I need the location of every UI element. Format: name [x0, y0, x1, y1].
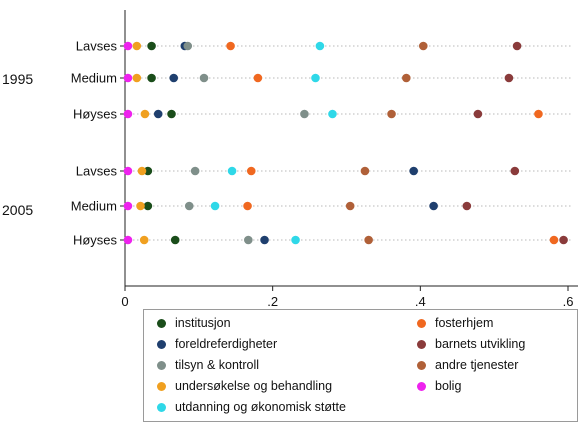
data-point	[132, 41, 142, 51]
legend-label: utdanning og økonomisk støtte	[175, 400, 346, 414]
data-point	[199, 73, 209, 83]
row-label: Lavses	[76, 164, 118, 179]
legend-marker	[157, 402, 166, 412]
group-label: 2005	[2, 202, 33, 218]
data-point	[167, 109, 176, 119]
data-point	[253, 73, 263, 83]
data-point	[364, 235, 373, 245]
data-point	[260, 235, 269, 245]
dot-plot: Lavses Medium Høyses Lavses Medium Høyses 199…	[2, 10, 578, 309]
data-point	[139, 235, 149, 245]
legend-item: utdanning og økonomisk støtte	[157, 400, 346, 414]
data-point	[123, 109, 133, 119]
data-point	[549, 235, 559, 245]
row-label: Høyses	[73, 107, 118, 122]
data-point	[184, 201, 194, 211]
legend-marker	[417, 318, 426, 328]
row-labels: Lavses Medium Høyses Lavses Medium Høyses	[71, 39, 118, 248]
data-point	[244, 235, 253, 245]
legend-item: foreldreferdigheter	[157, 337, 277, 351]
legend-marker	[417, 360, 426, 370]
data-point	[387, 109, 396, 119]
data-point	[512, 41, 522, 51]
data-point	[123, 73, 133, 83]
legend-item: tilsyn & kontroll	[157, 358, 259, 372]
legend-item: fosterhjem	[417, 316, 493, 330]
data-point	[243, 201, 252, 211]
data-point	[136, 201, 145, 211]
row-label: Medium	[71, 71, 117, 86]
data-point	[291, 235, 300, 245]
data-point	[169, 73, 179, 83]
legend-item: undersøkelse og behandling	[157, 379, 332, 393]
legend-label: fosterhjem	[435, 316, 494, 330]
x-tick-label: .6	[563, 294, 574, 309]
data-point	[300, 109, 309, 119]
data-point	[409, 166, 418, 176]
data-point	[143, 201, 153, 211]
data-point	[429, 201, 438, 211]
legend-label: undersøkelse og behandling	[175, 379, 333, 393]
legend-label: foreldreferdigheter	[175, 337, 278, 351]
data-point	[345, 201, 355, 211]
row-label: Høyses	[73, 233, 118, 248]
data-point	[147, 73, 156, 83]
data-point	[246, 166, 256, 176]
data-point	[418, 41, 428, 51]
x-tick-label: .2	[267, 294, 278, 309]
data-point	[226, 41, 235, 51]
x-axis-ticks: 0 .2 .4 .6	[121, 286, 573, 309]
data-point	[123, 166, 133, 176]
legend-item: institusjon	[157, 316, 231, 330]
group-label: 1995	[2, 71, 33, 87]
data-points	[123, 41, 568, 245]
x-tick-label: .4	[415, 294, 426, 309]
legend-marker	[417, 381, 426, 391]
legend-label: bolig	[435, 379, 462, 393]
legend: institusjon foreldreferdigheter tilsyn & k…	[143, 309, 578, 422]
legend-item: andre tjenester	[417, 358, 518, 372]
data-point	[147, 41, 156, 51]
legend-item: bolig	[417, 379, 461, 393]
legend-label: institusjon	[175, 316, 231, 330]
data-point	[123, 201, 133, 211]
data-point	[510, 166, 520, 176]
x-tick-label: 0	[121, 294, 128, 309]
plot-area	[125, 10, 578, 286]
legend-marker	[157, 381, 166, 391]
legend-marker	[417, 339, 426, 349]
data-point	[462, 201, 472, 211]
group-labels: 1995 2005	[2, 71, 33, 218]
legend-marker	[157, 339, 166, 349]
legend-marker	[157, 318, 166, 328]
data-point	[132, 73, 142, 83]
legend-label: andre tjenester	[435, 358, 519, 372]
data-point	[559, 235, 568, 245]
data-point	[143, 166, 153, 176]
data-point	[534, 109, 543, 119]
legend-item: barnets utvikling	[417, 337, 525, 351]
data-point	[473, 109, 483, 119]
data-point	[123, 235, 133, 245]
data-point	[402, 73, 411, 83]
legend-label: tilsyn & kontroll	[175, 358, 260, 372]
data-point	[123, 41, 133, 51]
legend-marker	[157, 360, 166, 370]
data-point	[153, 109, 163, 119]
data-point	[311, 73, 320, 83]
data-point	[328, 109, 337, 119]
data-point	[140, 109, 150, 119]
data-point	[360, 166, 370, 176]
data-point	[227, 166, 237, 176]
data-point	[315, 41, 325, 51]
row-label: Lavses	[76, 39, 118, 54]
data-point	[210, 201, 220, 211]
data-point	[170, 235, 180, 245]
legend-label: barnets utvikling	[435, 337, 526, 351]
data-point	[190, 166, 200, 176]
data-point	[137, 166, 147, 176]
data-point	[504, 73, 514, 83]
row-label: Medium	[71, 199, 117, 214]
data-point	[183, 41, 193, 51]
